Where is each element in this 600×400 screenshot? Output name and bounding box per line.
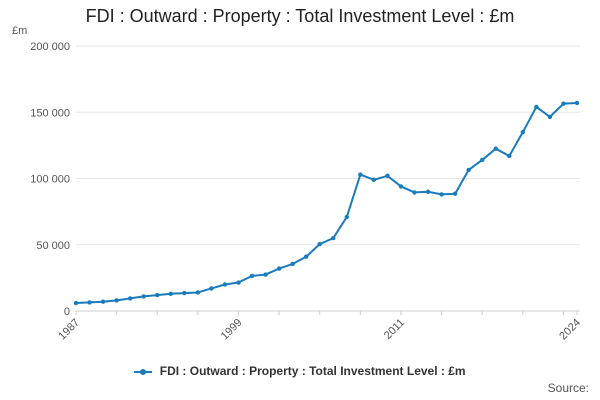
x-tick-label: 1987 [56, 317, 82, 343]
data-point[interactable] [425, 189, 431, 194]
data-point[interactable] [276, 266, 282, 271]
data-point[interactable] [520, 129, 526, 135]
data-point[interactable] [561, 101, 566, 106]
data-point[interactable] [493, 146, 498, 151]
legend-marker [134, 367, 153, 377]
data-point[interactable] [412, 190, 417, 195]
x-axis-ticks: 1987 1999 2011 2024 [56, 317, 583, 343]
y-tick-label: 50 000 [36, 240, 70, 252]
data-point[interactable] [222, 282, 228, 287]
data-point[interactable] [385, 173, 390, 179]
series-layer [73, 100, 580, 306]
series-line [75, 101, 578, 305]
x-axis [75, 310, 580, 315]
legend-label: FDI : Outward : Property : Total Investm… [159, 364, 466, 378]
data-point[interactable] [263, 272, 268, 277]
data-point[interactable] [290, 261, 295, 267]
data-point[interactable] [358, 172, 363, 177]
source-label: Source: [547, 381, 589, 395]
y-axis-unit-label: £m [12, 25, 28, 37]
data-point[interactable] [331, 235, 336, 241]
data-point[interactable] [195, 290, 201, 295]
data-point[interactable] [507, 153, 512, 159]
data-point[interactable] [466, 167, 471, 173]
data-point[interactable] [73, 300, 79, 306]
x-tick-label: 2024 [557, 317, 583, 343]
y-tick-label: 150 000 [30, 107, 70, 119]
x-tick-label: 1999 [219, 317, 245, 343]
data-point[interactable] [439, 192, 444, 197]
data-point[interactable] [303, 254, 309, 259]
data-point[interactable] [398, 184, 404, 189]
gridlines [76, 45, 580, 246]
data-point[interactable] [155, 292, 160, 298]
chart-title: FDI : Outward : Property : Total Investm… [85, 6, 515, 26]
x-tick-label: 2011 [382, 317, 407, 342]
data-point[interactable] [534, 104, 539, 110]
data-point[interactable] [344, 214, 350, 220]
data-point[interactable] [87, 300, 92, 305]
y-tick-label: 0 [64, 306, 70, 318]
data-point[interactable] [480, 157, 485, 163]
data-point[interactable] [574, 100, 580, 106]
data-point[interactable] [141, 294, 146, 299]
data-point[interactable] [547, 114, 553, 120]
data-point[interactable] [100, 299, 106, 304]
legend-dot-icon [140, 368, 147, 375]
data-point[interactable] [236, 280, 241, 285]
data-point[interactable] [209, 286, 214, 291]
y-tick-label: 100 000 [30, 174, 70, 186]
data-point[interactable] [168, 291, 173, 296]
data-point[interactable] [371, 177, 377, 183]
data-point[interactable] [182, 290, 187, 296]
data-point[interactable] [127, 296, 133, 301]
legend[interactable]: FDI : Outward : Property : Total Investm… [0, 364, 600, 378]
data-point[interactable] [317, 241, 322, 247]
data-point[interactable] [452, 191, 458, 196]
data-point[interactable] [114, 298, 119, 303]
data-point[interactable] [249, 273, 255, 279]
y-axis-ticks: 0 50 000 100 000 150 000 200 000 [30, 41, 70, 318]
y-tick-label: 200 000 [30, 41, 70, 53]
